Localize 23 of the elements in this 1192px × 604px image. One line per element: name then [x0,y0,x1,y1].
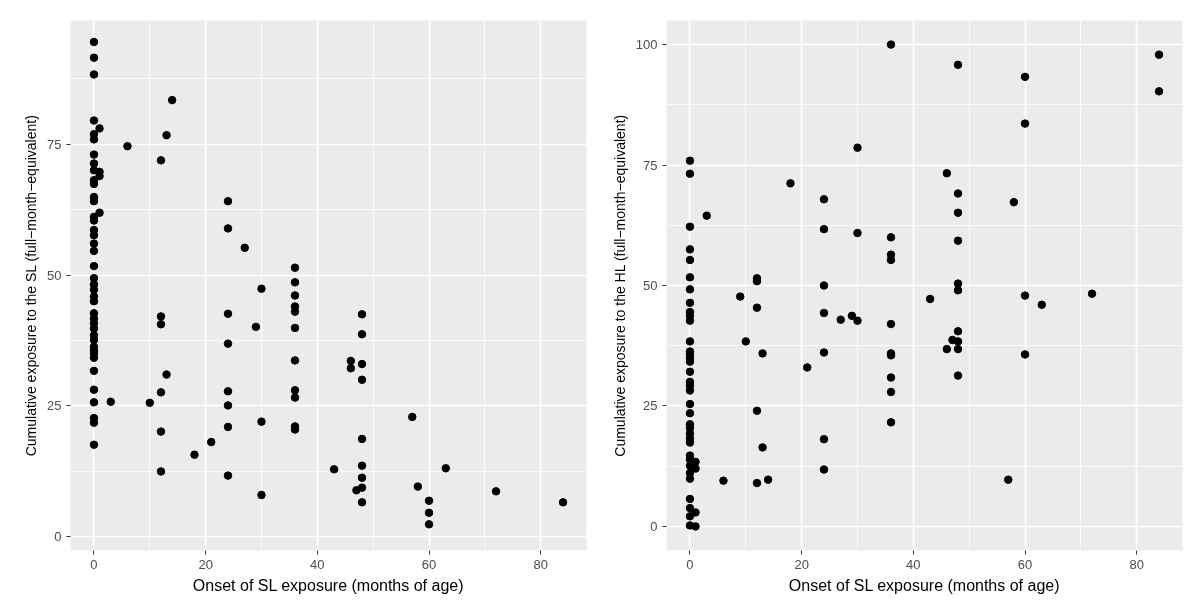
y-tick-label: 0 [650,518,658,534]
y-axis-title: Cumulative exposure to the HL (full−month−equivalent) [611,114,628,457]
x-tick-label: 80 [1129,556,1144,572]
x-tick-label: 20 [794,556,809,572]
y-tick-label: 0 [54,529,62,545]
x-tick-label: 60 [1017,556,1033,572]
x-axis-title: Onset of SL exposure (months of age) [192,576,464,594]
y-axis-title: Cumulative exposure to the SL (full−month−equivalent) [23,115,40,457]
x-tick-label: 0 [90,556,98,572]
y-tick-label: 50 [47,267,62,283]
x-tick-label: 40 [906,556,921,572]
x-tick-label: 80 [533,556,548,572]
y-tick-label: 100 [635,37,658,53]
x-tick-label: 40 [310,556,325,572]
x-tick-label: 20 [198,556,213,572]
x-axis-title: Onset of SL exposure (months of age) [788,576,1060,594]
y-tick-label: 75 [47,136,62,152]
y-tick-label: 75 [643,157,658,173]
x-tick-label: 60 [421,556,437,572]
x-tick-label: 0 [686,556,694,572]
y-tick-label: 25 [47,398,62,414]
y-tick-label: 50 [643,278,658,293]
y-tick-label: 25 [643,398,658,414]
